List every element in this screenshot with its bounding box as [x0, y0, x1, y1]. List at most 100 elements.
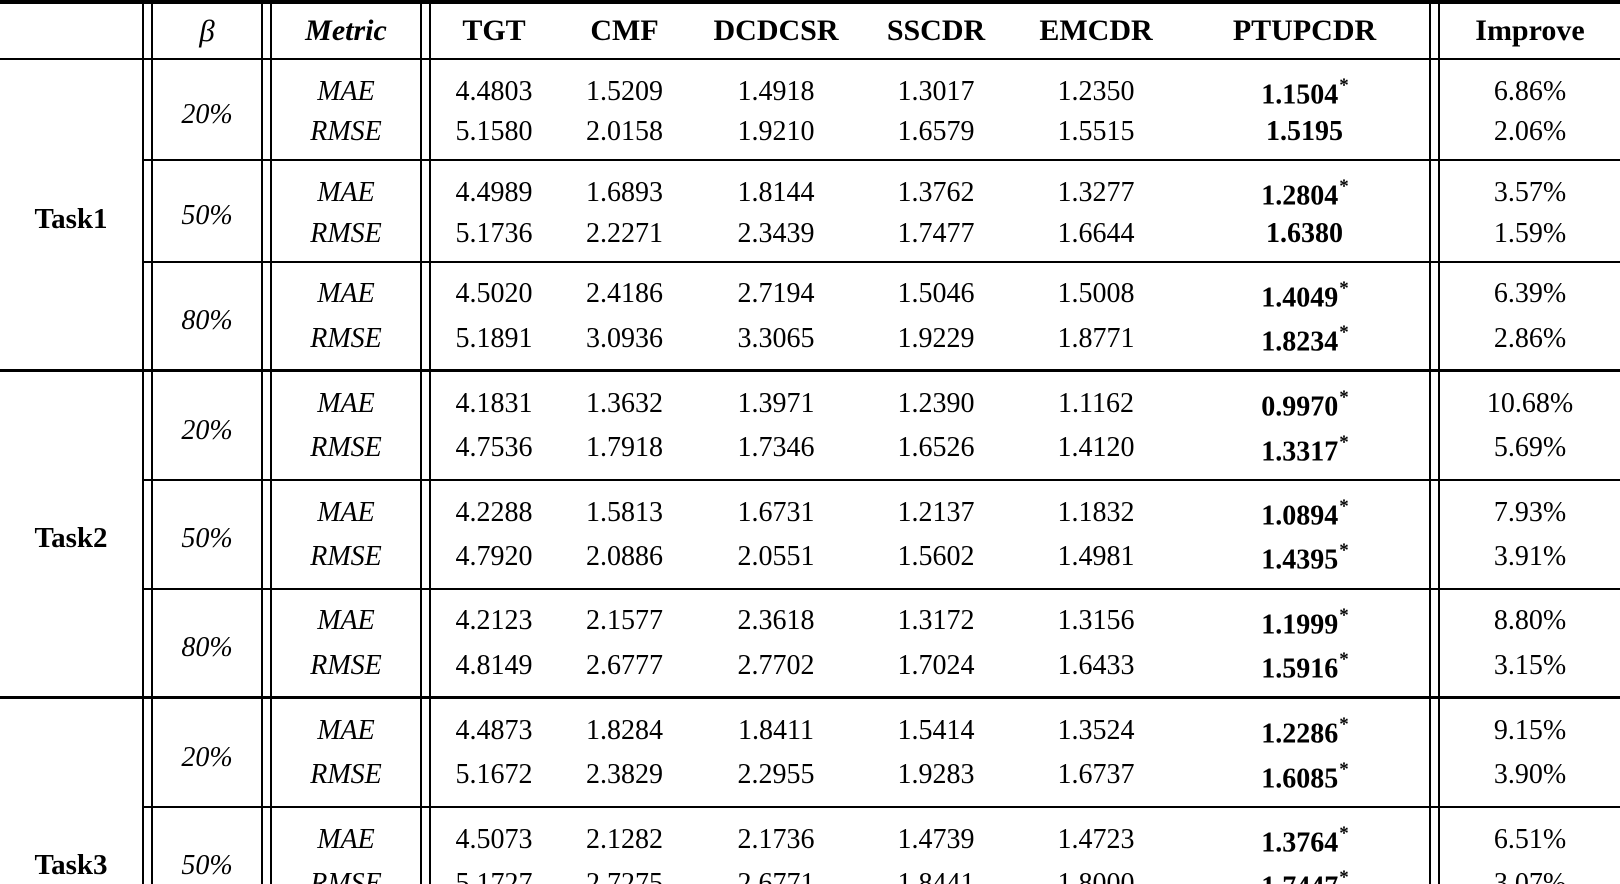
value-tgt: 5.1580 [455, 116, 533, 148]
vertical-rule [420, 752, 431, 807]
vertical-rule [420, 861, 431, 884]
value-ptupcdr: 1.3317* [1180, 426, 1430, 480]
vertical-rule [1429, 696, 1440, 753]
value-cmf: 2.2271 [586, 217, 663, 249]
value-tgt: 4.5020 [430, 260, 557, 316]
vertical-rule [1429, 159, 1440, 215]
metric-label: RMSE [310, 649, 382, 681]
vertical-rule [142, 214, 153, 262]
vertical-rule [420, 214, 431, 262]
best-value: 1.8234 [1261, 326, 1339, 358]
header-method-emcdr: EMCDR [1012, 2, 1180, 60]
metric-label: RMSE [310, 432, 382, 464]
header-method-sscdr: SSCDR [860, 2, 1012, 60]
vertical-rule [142, 159, 153, 215]
vertical-rule [1429, 59, 1440, 114]
value-tgt: 4.2123 [430, 587, 557, 643]
significance-star: * [1339, 758, 1349, 780]
vertical-rule [261, 59, 272, 114]
value-cmf: 2.3829 [586, 759, 663, 791]
improve-value: 3.15% [1493, 649, 1567, 681]
improve-value: 3.90% [1493, 759, 1567, 791]
vertical-rule [420, 805, 431, 862]
metric-label: MAE [271, 260, 421, 316]
best-value: 1.2804 [1261, 180, 1339, 212]
vertical-rule [142, 478, 153, 535]
vertical-rule [261, 315, 272, 371]
value-dcdcsr: 1.3971 [692, 369, 860, 426]
value-dcdcsr: 2.3439 [737, 217, 815, 249]
vertical-rule [1429, 315, 1440, 371]
beta-value: 50% [152, 159, 262, 262]
vertical-rule [142, 752, 153, 807]
improve-value: 6.86% [1493, 75, 1567, 107]
header-method-dcdcsr: DCDCSR [692, 2, 860, 60]
best-value: 1.2286 [1261, 718, 1339, 750]
vertical-rule [261, 260, 272, 316]
value-tgt: 4.4873 [430, 696, 557, 753]
improve-value: 2.06% [1493, 116, 1567, 148]
metric-label: MAE [271, 478, 421, 535]
value-ptupcdr: 1.6380 [1180, 215, 1430, 262]
vertical-rule [420, 478, 431, 535]
value-emcdr: 1.1832 [1012, 478, 1180, 535]
metric-label: RMSE [310, 116, 382, 148]
table-row: Task2 20% MAE 4.1831 1.3632 1.3971 1.2390 1.116… [0, 369, 1620, 698]
header-row: β Metric TGT CMF DCDCSR SSCDR EMCDR PTUP… [0, 2, 1620, 60]
improve-value: 6.39% [1439, 260, 1620, 316]
metric-label: MAE [317, 75, 375, 107]
value-emcdr: 1.6433 [1057, 649, 1135, 681]
value-emcdr: 1.5008 [1012, 260, 1180, 316]
metric-label: RMSE [310, 217, 382, 249]
value-sscdr: 1.6526 [897, 432, 975, 464]
value-cmf: 2.7275 [586, 867, 663, 884]
metric-label: MAE [271, 805, 421, 862]
metric-label: RMSE [310, 759, 382, 791]
metric-label: RMSE [310, 540, 382, 572]
best-value: 1.6085 [1261, 762, 1339, 794]
value-ptupcdr: 1.2286* [1180, 696, 1430, 753]
best-value: 1.4049 [1261, 281, 1339, 313]
value-cmf: 2.6777 [586, 649, 663, 681]
header-task [0, 2, 143, 60]
value-sscdr: 1.3172 [860, 587, 1012, 643]
value-emcdr: 1.6644 [1057, 217, 1135, 249]
vertical-rule [142, 260, 153, 316]
beta-value: 20% [152, 696, 262, 807]
vertical-rule [420, 2, 431, 60]
vertical-rule [261, 2, 272, 60]
value-sscdr: 1.7024 [897, 649, 975, 681]
significance-star: * [1339, 540, 1349, 562]
vertical-rule [1429, 587, 1440, 643]
significance-star: * [1339, 495, 1349, 517]
value-emcdr: 1.3277 [1012, 159, 1180, 215]
beta-value: 50% [152, 805, 262, 884]
value-ptupcdr: 1.6085* [1180, 753, 1430, 807]
significance-star: * [1339, 867, 1349, 884]
header-metric: Metric [271, 2, 421, 60]
vertical-rule [261, 534, 272, 589]
value-dcdcsr: 1.9210 [737, 116, 815, 148]
vertical-rule [261, 369, 272, 426]
vertical-rule [1429, 861, 1440, 884]
best-value: 1.3764 [1261, 827, 1339, 859]
table-row: 80% MAE 4.5020 2.4186 2.7194 1.5046 1.5008 1.40… [0, 260, 1620, 371]
table-row: 50% MAE 4.2288 1.5813 1.6731 1.2137 1.1832 1.08… [0, 478, 1620, 589]
value-dcdcsr: 2.7702 [737, 649, 815, 681]
significance-star: * [1339, 822, 1349, 844]
vertical-rule [1429, 260, 1440, 316]
value-ptupcdr: 1.0894* [1180, 478, 1430, 535]
value-tgt: 4.7536 [455, 432, 533, 464]
significance-star: * [1339, 277, 1349, 299]
table-row: RMSE 4.7536 1.7918 1.7346 1.6526 1.4120 1.3317… [0, 425, 1620, 480]
improve-value: 1.59% [1493, 217, 1567, 249]
metric-label: RMSE [310, 867, 382, 884]
vertical-rule [1429, 214, 1440, 262]
value-sscdr: 1.5414 [860, 696, 1012, 753]
table-row: RMSE 5.1727 2.7275 2.6771 1.8441 1.8000 1.7447… [0, 861, 1620, 884]
vertical-rule [420, 534, 431, 589]
table-header: β Metric TGT CMF DCDCSR SSCDR EMCDR PTUP… [0, 2, 1620, 60]
value-emcdr: 1.2350 [1057, 75, 1135, 107]
value-cmf: 2.0886 [586, 540, 663, 572]
